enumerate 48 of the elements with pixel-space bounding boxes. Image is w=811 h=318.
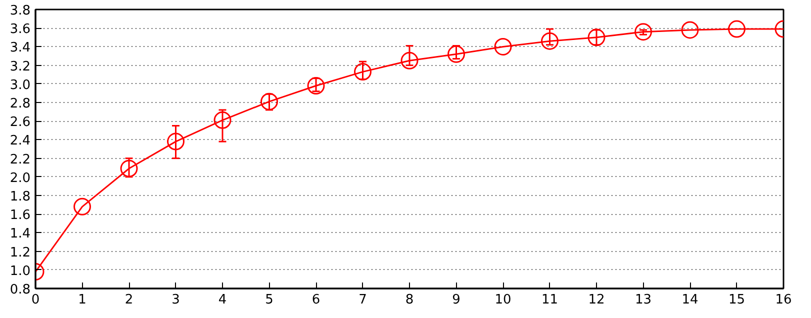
point	[307, 77, 325, 94]
x-tick-label: 5	[265, 292, 274, 308]
point	[214, 111, 232, 129]
point	[448, 45, 465, 63]
y-tick-label: 2.2	[10, 152, 31, 168]
x-tick-label: 14	[682, 292, 698, 308]
point	[74, 198, 91, 216]
point	[634, 23, 652, 41]
y-tick-label: 1.2	[10, 245, 31, 260]
y-tick-label: 2.8	[10, 96, 31, 112]
point	[400, 52, 418, 70]
y-tick-label: 0.8	[10, 282, 31, 298]
x-tick-label: 10	[494, 292, 512, 308]
x-tick-label: 13	[634, 292, 652, 308]
y-tick-label: 1.8	[10, 190, 31, 204]
y-tick-label: 1.0	[10, 264, 31, 279]
y-tick-label: 3.6	[10, 22, 31, 38]
x-tick-label: 12	[588, 292, 605, 308]
point	[354, 63, 372, 81]
x-tick-label: 1	[78, 292, 86, 308]
x-tick-label: 0	[31, 292, 40, 308]
point	[681, 21, 699, 39]
x-tick-label: 3	[172, 292, 180, 308]
y-tick-label: 2.4	[10, 134, 31, 149]
point	[167, 132, 184, 150]
point	[541, 32, 558, 50]
y-tick-label: 1.6	[10, 208, 31, 224]
x-tick-label: 9	[452, 292, 460, 308]
point	[494, 38, 512, 56]
y-tick-label: 2.0	[10, 170, 31, 186]
x-tick-label: 2	[124, 292, 134, 308]
y-tick-label: 3.0	[10, 78, 31, 93]
point	[260, 92, 278, 110]
y-tick-label: 3.8	[10, 4, 31, 18]
y-tick-label: 3.2	[10, 59, 31, 74]
point	[120, 160, 138, 178]
x-tick-label: 8	[405, 292, 414, 308]
y-tick-label: 1.4	[10, 226, 31, 242]
x-tick-label: 16	[775, 292, 792, 308]
point	[728, 20, 746, 38]
y-tick-label: 2.6	[10, 115, 31, 130]
x-tick-label: 6	[312, 292, 320, 308]
point	[588, 28, 606, 46]
y-tick-label: 3.4	[10, 40, 31, 56]
x-tick-label: 11	[541, 292, 558, 308]
x-tick-label: 4	[218, 292, 227, 308]
x-tick-label: 15	[728, 292, 746, 308]
x-tick-label: 7	[358, 292, 367, 308]
